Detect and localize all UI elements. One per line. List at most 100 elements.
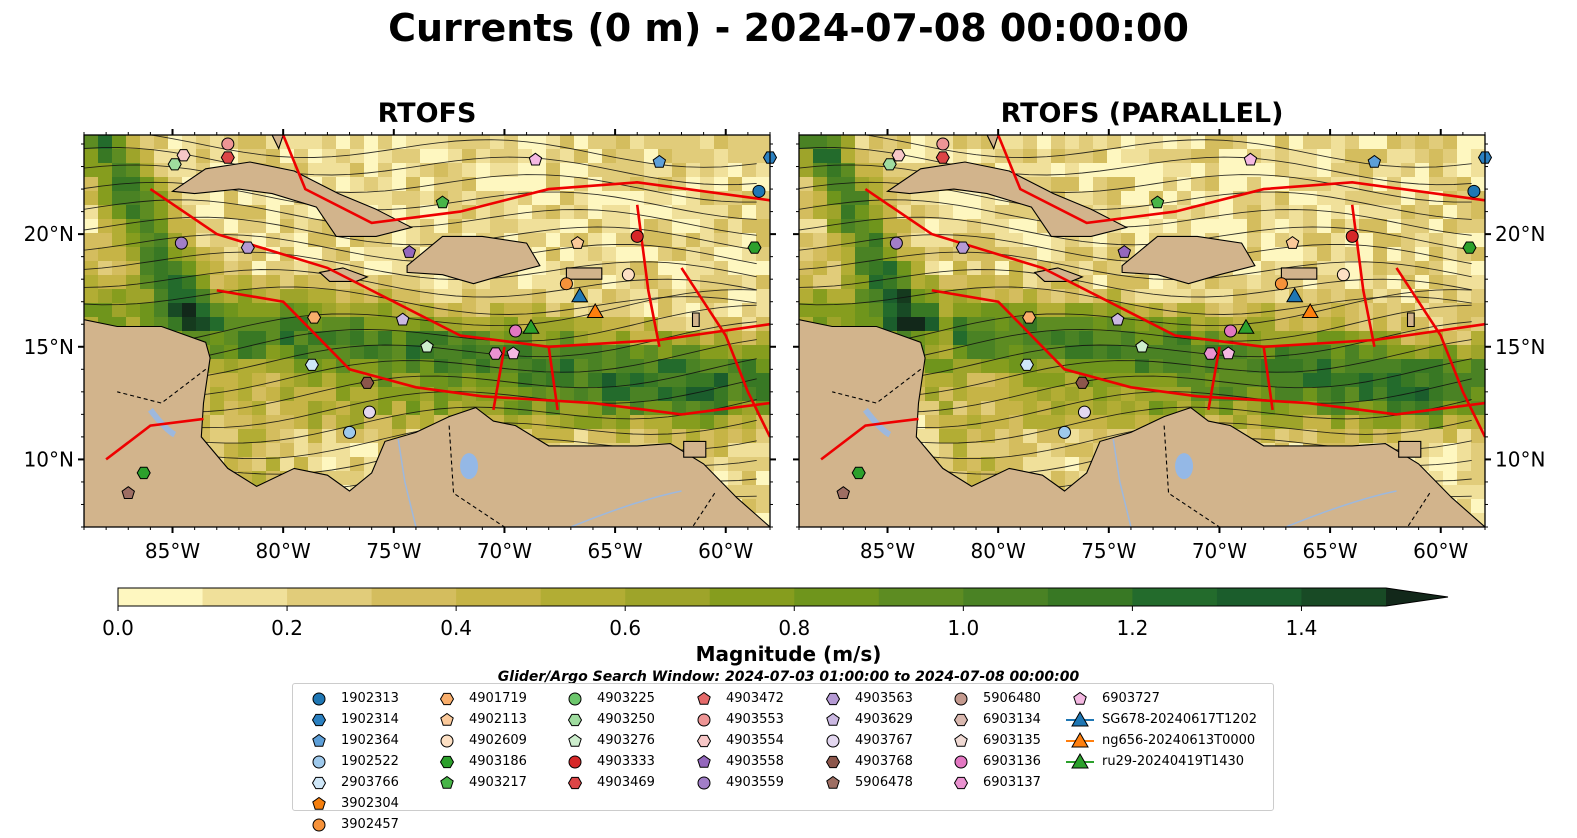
legend-column: 4903563 4903629 4903767 4903768 5906478 [819, 688, 913, 793]
legend-item-label: ng656-20240613T0000 [1102, 733, 1256, 748]
float-marker-4903250 [167, 158, 182, 171]
float-marker-4903553 [221, 137, 235, 151]
float-marker-4903768 [1075, 376, 1090, 389]
float-marker-6903137 [488, 347, 503, 360]
legend-item-label: ru29-20240419T1430 [1102, 754, 1245, 769]
float-marker-4903629 [1110, 312, 1125, 326]
float-marker-4903559 [174, 236, 188, 250]
colorbar-tick-label: 0.6 [609, 616, 641, 640]
float-marker-1902313 [752, 184, 766, 198]
hexagon-marker-icon [561, 711, 589, 729]
float-marker-4903469 [220, 151, 235, 164]
lon-tick-label: 70°W [1192, 539, 1247, 563]
legend-column: 4901719 4902113 4902609 4903186 4903217 [433, 688, 527, 793]
glider-marker-ng656-20240613T0000 [1301, 303, 1319, 318]
float-marker-2903766 [1019, 358, 1034, 371]
legend-item: 2903766 [305, 772, 399, 793]
hexagon-marker-icon [947, 774, 975, 792]
legend-item: 4903186 [433, 751, 527, 772]
lon-tick-label: 65°W [587, 539, 642, 563]
legend-item: 4903768 [819, 751, 913, 772]
legend-item: 4902609 [433, 730, 527, 751]
legend-item-label: 4903768 [855, 754, 913, 769]
legend-item-label: 1902313 [341, 691, 399, 706]
float-marker-4903767 [362, 405, 376, 419]
float-marker-4903186 [747, 241, 762, 254]
legend-item-label: 4903250 [597, 712, 655, 727]
lon-tick-label: 60°W [1413, 539, 1468, 563]
float-marker-3902457 [1274, 277, 1288, 291]
lon-tick-label: 60°W [698, 539, 753, 563]
colorbar-label: Magnitude (m/s) [695, 642, 882, 666]
float-marker-6903727 [528, 152, 543, 166]
legend-item-label: 4901719 [469, 691, 527, 706]
legend-item: 3902457 [305, 814, 399, 835]
legend-item: 5906480 [947, 688, 1041, 709]
float-marker-5906478 [836, 486, 850, 499]
legend-column: 4903225 4903250 4903276 4903333 4903469 [561, 688, 655, 793]
legend-item-label: 4902113 [469, 712, 527, 727]
float-marker-6903727 [1221, 346, 1236, 360]
lat-tick-label: 15°N [1495, 335, 1545, 359]
hexagon-marker-icon [305, 774, 333, 792]
legend-item: 4903276 [561, 730, 655, 751]
float-marker-6903727 [506, 346, 521, 360]
float-marker-6903136 [509, 324, 523, 338]
legend-column: 6903727 SG678-20240617T1202 ng656-20240613… [1066, 688, 1257, 772]
circle-marker-icon [947, 753, 975, 771]
legend-item: 6903727 [1066, 688, 1257, 709]
lon-tick-label: 85°W [145, 539, 200, 563]
float-marker-1902522 [343, 425, 357, 439]
lat-tick-label: 20°N [24, 222, 74, 246]
search-window-caption: Glider/Argo Search Window: 2024-07-03 01… [497, 669, 1080, 685]
legend-item-label: 4902609 [469, 733, 527, 748]
float-marker-1902364 [1367, 154, 1382, 168]
legend-item: 1902314 [305, 709, 399, 730]
float-marker-4903563 [240, 241, 255, 254]
float-marker-4903333 [1345, 229, 1359, 243]
hexagon-marker-icon [433, 690, 461, 708]
legend-item-label: SG678-20240617T1202 [1102, 712, 1258, 727]
float-marker-1902313 [1467, 184, 1481, 198]
hexagon-marker-icon [561, 774, 589, 792]
legend-item: ru29-20240419T1430 [1066, 751, 1257, 772]
hexagon-marker-icon [819, 753, 847, 771]
float-marker-4903469 [935, 151, 950, 164]
legend-item: 4903558 [690, 751, 784, 772]
pentagon-marker-icon [947, 732, 975, 750]
legend-item: 6903137 [947, 772, 1041, 793]
legend-item-label: 4903469 [597, 775, 655, 790]
float-marker-4903250 [882, 158, 897, 171]
legend-column: 1902313 1902314 1902364 1902522 2903766 39023… [305, 688, 399, 835]
float-marker-6903727 [1243, 152, 1258, 166]
float-marker-4903558 [402, 244, 417, 258]
pentagon-marker-icon [819, 774, 847, 792]
float-marker-4901719 [1022, 311, 1037, 324]
lon-tick-label: 75°W [366, 539, 421, 563]
hexagon-marker-icon [433, 753, 461, 771]
float-marker-4902609 [1336, 268, 1350, 282]
legend-item: 4903250 [561, 709, 655, 730]
float-marker-6903136 [1224, 324, 1238, 338]
legend-item-label: 4903767 [855, 733, 913, 748]
colorbar-tick-label: 0.0 [102, 616, 134, 640]
float-marker-4903553 [936, 137, 950, 151]
legend-item: 1902364 [305, 730, 399, 751]
float-marker-5906478 [121, 486, 135, 499]
colorbar-tick-label: 1.4 [1286, 616, 1318, 640]
legend-item-label: 2903766 [341, 775, 399, 790]
float-marker-4903629 [395, 312, 410, 326]
legend-item-label: 1902364 [341, 733, 399, 748]
float-marker-4903559 [889, 236, 903, 250]
legend-item-label: 4903553 [726, 712, 784, 727]
legend-item-label: 4903563 [855, 691, 913, 706]
float-marker-4903554 [176, 149, 191, 162]
legend-item: 4903469 [561, 772, 655, 793]
legend-item: 4903333 [561, 751, 655, 772]
legend-item: 4901719 [433, 688, 527, 709]
hexagon-marker-icon [819, 690, 847, 708]
glider-marker-ru29-20240419T1430 [1237, 318, 1255, 334]
float-marker-3902457 [559, 277, 573, 291]
legend-item: 4903472 [690, 688, 784, 709]
pentagon-marker-icon [433, 774, 461, 792]
